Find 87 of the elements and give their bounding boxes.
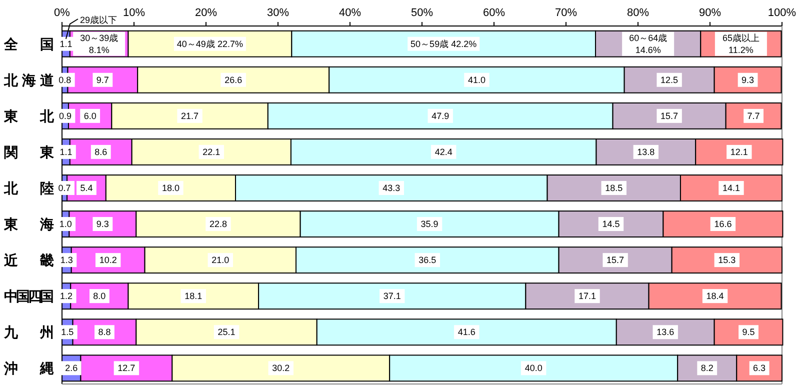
data-label: 9.7	[96, 74, 109, 85]
data-label: 2.6	[65, 363, 78, 374]
data-label: 15.7	[660, 110, 678, 121]
data-label: 35.9	[420, 219, 438, 230]
y-tick-label: 中国四国	[4, 289, 54, 306]
x-tick-label: 0%	[54, 7, 70, 19]
series-label: 65歳以上	[722, 32, 760, 43]
x-tick-label: 20%	[194, 7, 218, 19]
data-label: 37.1	[383, 291, 401, 302]
data-label: 8.0	[93, 291, 106, 302]
data-label: 25.1	[218, 327, 236, 338]
data-label: 14.6%	[635, 44, 661, 55]
data-label: 1.3	[60, 255, 73, 266]
series-label: 40～49歳	[176, 38, 215, 49]
data-label: 18.1	[184, 291, 202, 302]
data-label: 0.9	[58, 110, 72, 121]
data-label: 30.2	[272, 363, 290, 374]
data-label: 1.1	[60, 38, 72, 49]
data-label: 6.0	[84, 110, 96, 121]
data-label: 42.4	[434, 146, 452, 157]
x-tick-label: 10%	[122, 7, 146, 19]
data-label: 40.0	[524, 363, 542, 374]
series-label: 30～39歳	[80, 32, 118, 43]
data-label: 13.6	[656, 327, 674, 338]
data-label: 9.3	[742, 74, 754, 85]
series-label: 29歳以下	[80, 15, 117, 25]
data-label: 1.5	[61, 327, 74, 338]
x-tick-label: 50%	[410, 7, 434, 19]
data-label: 7.7	[747, 110, 760, 121]
x-tick-label: 30%	[266, 7, 290, 19]
data-label: 1.1	[60, 146, 72, 157]
data-label: 8.8	[98, 327, 111, 338]
data-label: 12.5	[660, 74, 678, 85]
data-label: 16.6	[714, 219, 732, 230]
data-label: 36.5	[418, 255, 436, 266]
data-label: 0.8	[58, 74, 72, 85]
data-label: 42.2%	[451, 38, 477, 49]
data-label: 0.7	[58, 182, 71, 193]
x-tick-label: 100%	[768, 7, 796, 19]
y-tick-label: 九州	[3, 325, 54, 342]
data-label: 5.4	[80, 182, 93, 193]
y-tick-label: 沖縄	[3, 361, 54, 378]
y-tick-label: 全国	[3, 36, 54, 53]
data-label: 18.0	[162, 182, 180, 193]
data-label: 22.8	[209, 219, 228, 230]
data-label: 41.6	[458, 327, 476, 338]
data-label: 15.7	[606, 255, 624, 266]
series-label: 50～59歳	[410, 38, 449, 49]
y-tick-label: 北陸	[3, 180, 54, 197]
data-label: 8.6	[94, 146, 108, 157]
data-label: 10.2	[99, 255, 117, 266]
data-label: 26.6	[224, 74, 242, 85]
data-label: 1.0	[59, 219, 72, 230]
data-label: 21.0	[212, 255, 230, 266]
y-tick-label: 東海	[3, 217, 54, 234]
y-tick-label: 関東	[4, 144, 55, 161]
data-label: 8.2	[700, 363, 714, 374]
data-label: 9.3	[96, 219, 109, 230]
data-label: 12.7	[118, 363, 136, 374]
data-label: 21.7	[181, 110, 199, 121]
data-label: 22.1	[202, 146, 220, 157]
x-tick-label: 70%	[554, 7, 578, 19]
y-tick-label: 東北	[3, 108, 55, 125]
data-label: 43.3	[382, 182, 400, 193]
data-label: 47.9	[432, 110, 450, 121]
data-label: 6.3	[753, 363, 766, 374]
y-tick-label: 北海道	[3, 72, 55, 89]
x-tick-label: 40%	[338, 7, 362, 19]
data-label: 8.1%	[88, 44, 110, 55]
y-tick-label: 近畿	[3, 252, 54, 270]
data-label: 12.1	[730, 146, 748, 157]
x-tick-label: 90%	[698, 7, 722, 19]
data-label: 17.1	[578, 291, 596, 302]
data-label: 9.5	[742, 327, 755, 338]
data-label: 1.2	[60, 291, 73, 302]
data-label: 18.4	[706, 291, 724, 302]
data-label: 14.1	[722, 182, 740, 193]
x-tick-label: 80%	[626, 7, 650, 19]
data-label: 22.7%	[217, 38, 243, 49]
data-label: 15.3	[718, 255, 736, 266]
data-label: 18.5	[605, 182, 623, 193]
x-tick-label: 60%	[482, 7, 506, 19]
data-label: 41.0	[468, 74, 486, 85]
series-label: 60～64歳	[629, 32, 668, 43]
data-label: 11.2%	[728, 44, 754, 55]
data-label: 13.8	[637, 146, 655, 157]
data-label: 14.5	[602, 219, 620, 230]
